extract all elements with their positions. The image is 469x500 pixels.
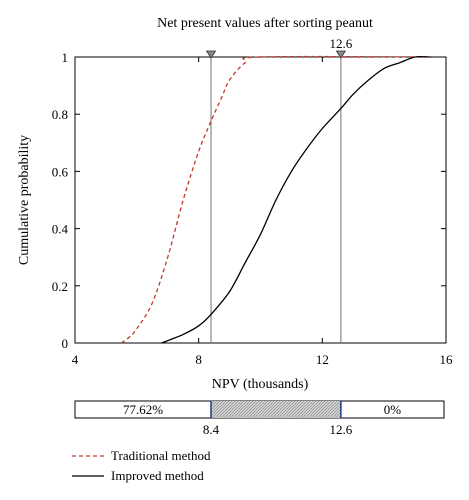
y-tick-label: 1 — [62, 50, 69, 65]
probability-bar: 77.62% 0% 8.4 12.6 — [74, 400, 445, 437]
plot-frame — [74, 56, 447, 344]
probability-low-value: 8.4 — [203, 422, 220, 437]
x-tick-label: 16 — [440, 352, 454, 367]
x-tick-label: 4 — [72, 352, 79, 367]
x-axis-label: NPV (thousands) — [212, 377, 309, 392]
y-tick-label: 0.4 — [52, 222, 69, 237]
x-tick-label: 12 — [316, 352, 329, 367]
marker-label: 12.6 — [330, 36, 353, 51]
y-tick-label: 0 — [62, 336, 69, 351]
legend-label: Traditional method — [111, 448, 211, 463]
probability-left-label: 77.62% — [123, 402, 163, 417]
probability-right-label: 0% — [384, 402, 402, 417]
marker-triangle — [335, 50, 347, 59]
y-tick-label: 0.6 — [52, 164, 69, 179]
marker-triangle — [205, 50, 217, 59]
series-line-traditional — [120, 55, 431, 344]
legend: Traditional method Improved method — [72, 448, 211, 483]
plot-area: 0 0.2 0.4 0.6 0.8 1 4 8 12 16 12.6 — [52, 36, 453, 367]
x-tick-label: 8 — [195, 352, 202, 367]
probability-bar-middle — [211, 401, 341, 418]
series-line-improved — [161, 55, 431, 344]
y-axis-label: Cumulative probability — [17, 135, 32, 265]
y-tick-label: 0.8 — [52, 107, 68, 122]
probability-high-value: 12.6 — [330, 422, 353, 437]
chart-title: Net present values after sorting peanut — [157, 16, 373, 31]
legend-label: Improved method — [111, 468, 204, 483]
y-tick-label: 0.2 — [52, 279, 68, 294]
